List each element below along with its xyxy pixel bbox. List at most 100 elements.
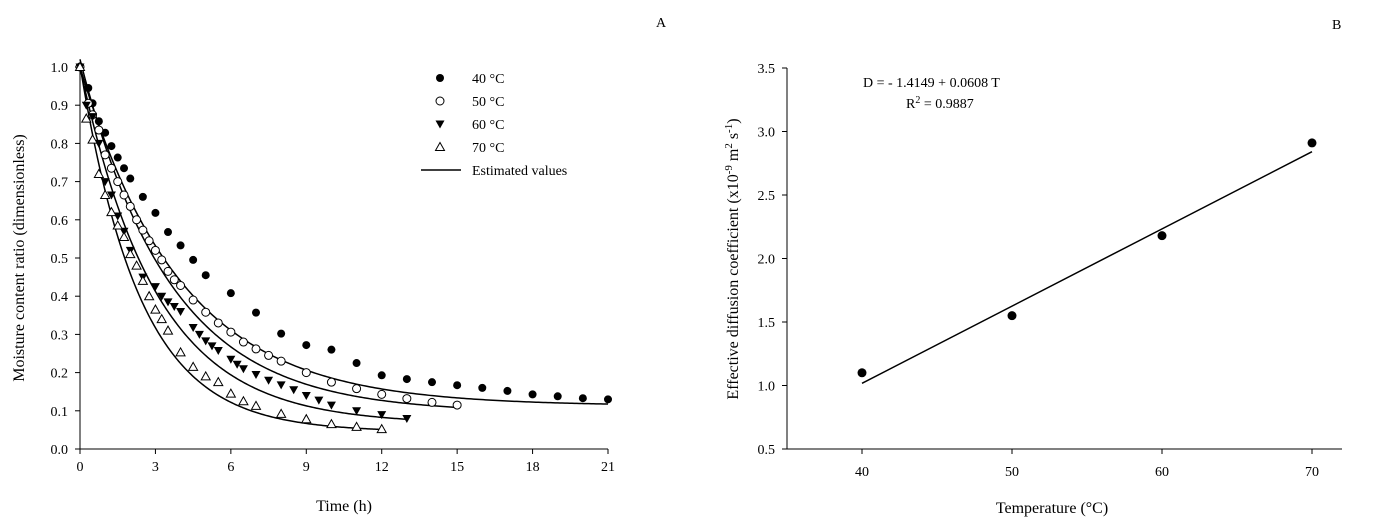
data-point-series-0 — [201, 271, 210, 280]
data-point — [1157, 231, 1167, 241]
data-point-series-3 — [225, 388, 237, 398]
legend-label-series-0: 40 °C — [472, 72, 504, 87]
data-point-series-3 — [162, 325, 174, 335]
data-point-series-1 — [264, 350, 274, 360]
chart-a-y-tick-label: 0.9 — [51, 99, 69, 114]
chart-a-y-tick-label: 0.0 — [51, 443, 69, 458]
data-point-series-0 — [428, 378, 436, 387]
legend-marker-series-0 — [436, 74, 444, 82]
y-label-main: Effective diffusion coefficient (x10 — [725, 174, 742, 399]
data-point-series-0 — [528, 390, 537, 399]
data-point-series-0 — [377, 371, 386, 380]
data-point-series-3 — [238, 395, 249, 406]
chart-a-x-tick-label: 0 — [77, 460, 84, 475]
data-point-series-2 — [176, 307, 186, 316]
data-point-series-3 — [74, 61, 86, 71]
chart-a-x-tick-label: 3 — [152, 460, 159, 475]
legend-label-series-3: 70 °C — [472, 141, 504, 156]
r-squared-annotation: R2 = 0.9887 — [906, 95, 974, 113]
data-point-series-1 — [326, 377, 336, 387]
data-point-series-3 — [150, 304, 161, 314]
data-point-series-3 — [131, 260, 142, 270]
data-point-series-3 — [212, 376, 224, 387]
data-point-series-1 — [377, 389, 387, 399]
data-point-series-1 — [113, 177, 123, 187]
data-point-series-3 — [376, 423, 388, 434]
data-point-series-2 — [326, 401, 336, 410]
data-point-series-0 — [553, 392, 562, 401]
data-point-series-0 — [578, 394, 587, 403]
data-point-series-0 — [402, 375, 411, 384]
data-point-series-2 — [213, 346, 223, 355]
data-point-series-0 — [226, 289, 235, 298]
data-point-series-3 — [87, 134, 98, 144]
data-point-series-0 — [252, 308, 260, 317]
chart-a-y-tick-label: 0.2 — [51, 367, 69, 382]
chart-a-x-tick-label: 9 — [303, 460, 310, 475]
data-point-series-2 — [207, 342, 217, 351]
data-point-series-3 — [124, 248, 136, 259]
data-point-series-1 — [352, 384, 362, 394]
data-point-series-1 — [94, 125, 104, 135]
data-point-series-3 — [99, 189, 111, 199]
chart-a-x-axis-label: Time (h) — [316, 498, 372, 515]
data-point-series-0 — [126, 174, 135, 183]
data-point-series-1 — [144, 236, 154, 246]
chart-a-y-tick-label: 0.5 — [51, 252, 69, 267]
data-point-series-0 — [113, 153, 122, 162]
chart-a-y-tick-label: 0.4 — [51, 290, 69, 305]
chart-b: 0.5 1.0 1.5 2.0 2.5 3.0 3.5 40 50 60 70 Temperatu… — [723, 62, 1342, 517]
chart-b-y-tick-label: 1.5 — [758, 316, 776, 331]
data-point-series-1 — [169, 275, 179, 285]
data-point-series-0 — [120, 164, 128, 173]
data-point-series-2 — [169, 303, 179, 312]
data-point-series-1 — [402, 394, 412, 404]
data-point-series-1 — [163, 266, 173, 276]
legend-label-estimated: Estimated values — [472, 164, 567, 179]
legend-marker-series-3 — [434, 141, 446, 151]
data-point-series-2 — [402, 414, 412, 423]
data-point-series-0 — [604, 395, 612, 404]
chart-a-legend: 40 °C 50 °C 60 °C 70 °C Estimated values — [421, 72, 567, 179]
data-point-series-2 — [377, 411, 387, 420]
data-point-series-0 — [453, 381, 462, 390]
fit-equation-annotation: D = - 1.4149 + 0.0608 T — [863, 76, 1000, 91]
y-label-exp3: -1 — [723, 124, 735, 133]
data-point-series-0 — [164, 228, 172, 237]
data-point-series-1 — [100, 150, 110, 160]
data-point-series-0 — [151, 208, 160, 217]
y-label-close: ) — [725, 118, 742, 123]
legend-marker-series-1 — [435, 96, 445, 106]
data-point-series-2 — [188, 324, 198, 333]
fit-curve-series-1 — [79, 59, 458, 409]
data-point-series-3 — [143, 290, 155, 301]
data-point-series-1 — [301, 368, 311, 378]
data-point-series-1 — [201, 307, 211, 317]
data-point-series-0 — [189, 255, 198, 264]
data-point-series-3 — [80, 113, 92, 123]
data-point-series-2 — [100, 178, 110, 187]
chart-a-y-tick-label: 1.0 — [51, 61, 69, 76]
data-point-series-1 — [238, 337, 248, 347]
data-point-series-0 — [94, 117, 103, 126]
y-label-exp1: -9 — [723, 165, 735, 175]
data-point-series-3 — [200, 370, 212, 381]
data-point-series-2 — [276, 381, 286, 390]
data-point-series-1 — [106, 163, 116, 173]
data-point-series-0 — [176, 241, 185, 250]
data-point-series-2 — [238, 365, 248, 374]
data-point-series-2 — [163, 298, 173, 307]
data-point-series-0 — [352, 359, 361, 368]
data-point-series-0 — [84, 84, 93, 93]
chart-b-x-tick-label: 60 — [1155, 465, 1169, 480]
data-point-series-1 — [125, 201, 135, 211]
chart-a-y-axis-label: Moisture content ratio (dimensionless) — [11, 134, 28, 382]
data-point-series-0 — [478, 383, 487, 392]
data-point-series-1 — [427, 397, 437, 407]
data-point-series-1 — [213, 318, 223, 328]
data-point — [1007, 311, 1017, 321]
y-label-unit-m: m — [725, 148, 742, 165]
chart-b-y-axis-label: Effective diffusion coefficient (x10-9 m… — [723, 118, 742, 399]
data-point-series-1 — [251, 344, 261, 354]
chart-b-x-tick-label: 50 — [1005, 465, 1019, 480]
